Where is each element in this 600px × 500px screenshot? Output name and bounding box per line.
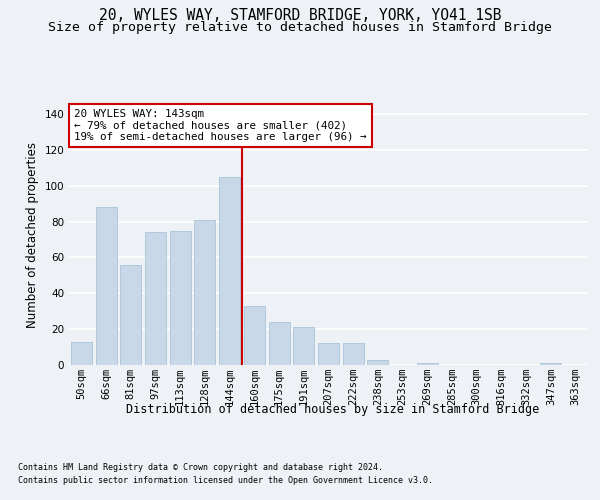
Bar [367,360,388,365]
Text: Size of property relative to detached houses in Stamford Bridge: Size of property relative to detached ho… [48,22,552,35]
Bar [318,344,339,365]
Y-axis label: Number of detached properties: Number of detached properties [26,142,39,328]
Bar [170,230,191,365]
Bar [343,344,364,365]
Bar [244,306,265,365]
Bar [145,232,166,365]
Text: 20, WYLES WAY, STAMFORD BRIDGE, YORK, YO41 1SB: 20, WYLES WAY, STAMFORD BRIDGE, YORK, YO… [99,8,501,22]
Bar [194,220,215,365]
Text: Distribution of detached houses by size in Stamford Bridge: Distribution of detached houses by size … [127,402,539,415]
Bar [71,342,92,365]
Bar [541,363,562,365]
Text: 20 WYLES WAY: 143sqm
← 79% of detached houses are smaller (402)
19% of semi-deta: 20 WYLES WAY: 143sqm ← 79% of detached h… [74,109,367,142]
Bar [95,207,116,365]
Bar [219,176,240,365]
Bar [293,328,314,365]
Bar [417,363,438,365]
Bar [269,322,290,365]
Text: Contains public sector information licensed under the Open Government Licence v3: Contains public sector information licen… [18,476,433,485]
Text: Contains HM Land Registry data © Crown copyright and database right 2024.: Contains HM Land Registry data © Crown c… [18,462,383,471]
Bar [120,264,141,365]
